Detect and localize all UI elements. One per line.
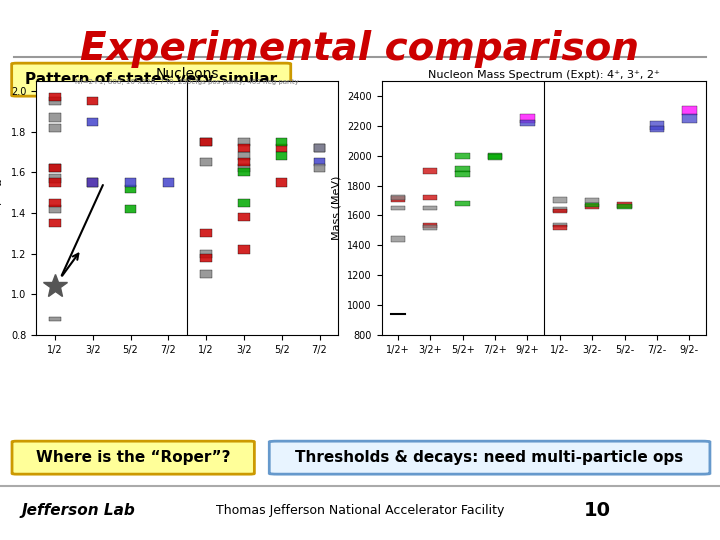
Bar xyxy=(238,138,250,146)
Bar xyxy=(585,202,600,207)
Bar xyxy=(49,219,60,227)
Bar xyxy=(238,168,250,177)
Bar xyxy=(455,153,470,159)
Bar xyxy=(520,114,535,123)
Bar xyxy=(200,158,212,166)
Bar xyxy=(649,126,665,132)
Text: Pattern of states very similar: Pattern of states very similar xyxy=(25,72,277,87)
Bar xyxy=(49,164,60,172)
Text: Nf=2+1, 808, 16³x128, 7 t0, 250cfgs pos parity, 463 neg parity: Nf=2+1, 808, 16³x128, 7 t0, 250cfgs pos … xyxy=(76,78,299,85)
Bar xyxy=(487,154,503,160)
Bar xyxy=(163,178,174,187)
Text: Where is the “Roper”?: Where is the “Roper”? xyxy=(36,450,230,465)
Bar xyxy=(423,206,438,210)
Bar xyxy=(238,213,250,221)
Text: 10: 10 xyxy=(584,501,611,520)
Bar xyxy=(238,199,250,207)
Bar xyxy=(276,152,287,160)
Bar xyxy=(87,97,99,105)
Bar xyxy=(552,225,567,229)
Bar xyxy=(390,237,405,242)
Bar xyxy=(238,164,250,172)
Bar xyxy=(49,205,60,213)
Bar xyxy=(520,120,535,126)
Bar xyxy=(200,138,212,146)
Bar xyxy=(87,178,99,187)
Bar xyxy=(552,223,567,227)
Bar xyxy=(49,174,60,183)
Bar xyxy=(682,106,697,116)
Bar xyxy=(238,246,250,254)
Bar xyxy=(390,196,405,202)
Bar xyxy=(423,223,438,228)
Bar xyxy=(238,144,250,152)
Bar xyxy=(200,270,212,278)
Bar xyxy=(423,167,438,173)
Bar xyxy=(617,204,632,208)
Bar xyxy=(238,152,250,160)
Bar xyxy=(49,164,60,172)
Text: Jefferson Lab: Jefferson Lab xyxy=(22,503,135,518)
Bar xyxy=(238,158,250,166)
Text: Thomas Jefferson National Accelerator Facility: Thomas Jefferson National Accelerator Fa… xyxy=(216,504,504,517)
Bar xyxy=(49,199,60,207)
Bar xyxy=(125,205,136,213)
Bar xyxy=(423,195,438,200)
Bar xyxy=(125,185,136,193)
Text: Thresholds & decays: need multi-particle ops: Thresholds & decays: need multi-particle… xyxy=(295,450,684,465)
Bar xyxy=(585,204,600,208)
Bar xyxy=(49,93,60,102)
FancyBboxPatch shape xyxy=(12,441,254,474)
FancyBboxPatch shape xyxy=(269,441,710,474)
Bar xyxy=(455,166,470,172)
Bar xyxy=(682,114,697,123)
Bar xyxy=(49,113,60,122)
Bar xyxy=(87,118,99,126)
Bar xyxy=(314,144,325,152)
Y-axis label: Mass (MeV): Mass (MeV) xyxy=(332,176,341,240)
Bar xyxy=(200,249,212,258)
Bar xyxy=(314,144,325,152)
Bar xyxy=(552,207,567,212)
Bar xyxy=(423,225,438,229)
Title: Nucleon Mass Spectrum (Expt): 4⁺, 3⁺, 2⁺: Nucleon Mass Spectrum (Expt): 4⁺, 3⁺, 2⁺ xyxy=(428,70,660,80)
FancyBboxPatch shape xyxy=(12,63,291,96)
Bar xyxy=(455,171,470,177)
Bar xyxy=(200,138,212,146)
Bar xyxy=(200,254,212,262)
Bar xyxy=(314,164,325,172)
Bar xyxy=(276,144,287,152)
Bar xyxy=(487,153,503,159)
Bar xyxy=(314,158,325,166)
Bar xyxy=(455,201,470,206)
Title: Nucleons: Nucleons xyxy=(156,67,219,81)
Bar xyxy=(390,195,405,200)
Bar xyxy=(49,124,60,132)
Bar xyxy=(200,229,212,238)
Bar xyxy=(649,122,665,130)
Bar xyxy=(87,178,99,187)
Bar xyxy=(49,97,60,105)
Text: Experimental comparison: Experimental comparison xyxy=(81,30,639,68)
Bar xyxy=(617,202,632,207)
Bar xyxy=(390,206,405,210)
Bar xyxy=(49,316,60,321)
Bar xyxy=(276,178,287,187)
Bar xyxy=(552,208,567,213)
Y-axis label: mass / m$_\Omega$: mass / m$_\Omega$ xyxy=(0,179,5,237)
Bar xyxy=(585,198,600,203)
Bar xyxy=(552,198,567,204)
Bar xyxy=(276,138,287,146)
Bar xyxy=(125,178,136,187)
Bar xyxy=(49,178,60,187)
